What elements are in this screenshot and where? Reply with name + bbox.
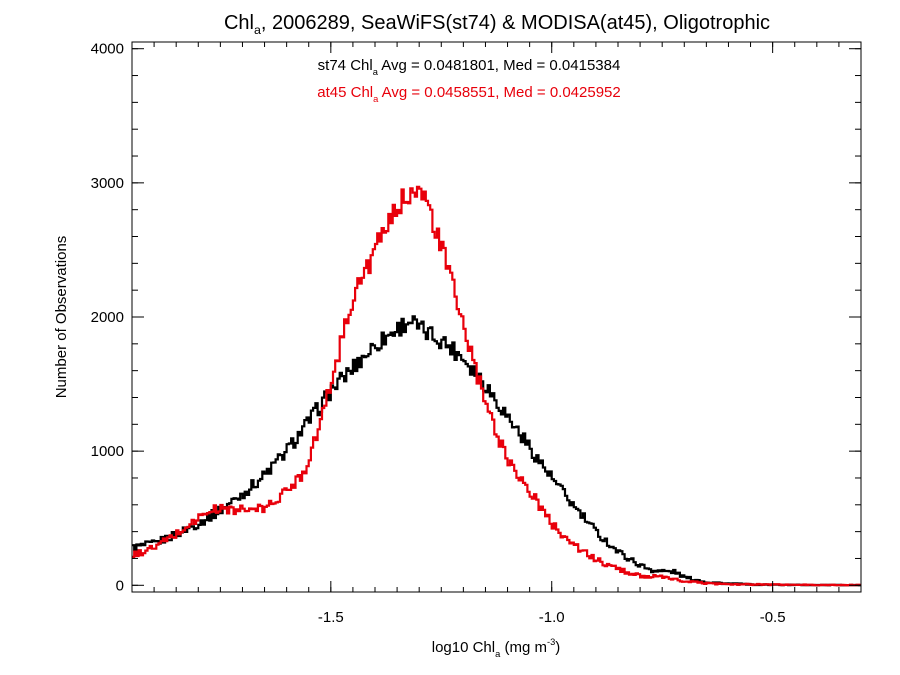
y-tick-label: 2000 (91, 309, 124, 326)
series-layer (132, 185, 861, 587)
x-axis-label: log10 Chla (mg m-3) (432, 637, 561, 659)
st74-stats-annotation: st74 Chla Avg = 0.0481801, Med = 0.04153… (318, 57, 621, 77)
series-0-histogram (132, 315, 861, 587)
annotation-1-part-1: a (373, 94, 379, 104)
chart-title: Chla, 2006289, SeaWiFS(st74) & MODISA(at… (224, 12, 770, 37)
title-part-1: a (254, 23, 261, 37)
ticks-layer: -1.5 -1.0 -0.5 0 1000 2000 3000 4000 (91, 41, 862, 626)
annotation-0-part-0: st74 Chl (318, 57, 373, 74)
series-1-histogram (132, 185, 861, 587)
title-part-2: , 2006289, SeaWiFS(st74) & MODISA(at45),… (261, 12, 770, 34)
x-label-part-3: -3 (547, 637, 555, 647)
y-tick-label: 4000 (91, 41, 124, 58)
annotation-0-part-2: Avg = 0.0481801, Med = 0.0415384 (378, 57, 620, 74)
y-tick-label: 3000 (91, 175, 124, 192)
x-tick-label: -0.5 (760, 609, 786, 626)
x-label-part-4: ) (555, 639, 560, 656)
annotation-0-part-1: a (373, 67, 379, 77)
at45-stats-annotation: at45 Chla Avg = 0.0458551, Med = 0.04259… (317, 84, 620, 104)
x-tick-label: -1.0 (539, 609, 565, 626)
y-tick-label: 0 (116, 577, 124, 594)
title-part-0: Chl (224, 12, 254, 34)
annotation-1-part-2: Avg = 0.0458551, Med = 0.0425952 (378, 84, 620, 101)
x-label-part-1: a (495, 649, 501, 659)
y-axis-label: Number of Observations (53, 236, 70, 399)
plot-frame (131, 41, 862, 593)
x-label-part-0: log10 Chl (432, 639, 495, 656)
annotation-1-part-0: at45 Chl (317, 84, 373, 101)
y-tick-label: 1000 (91, 443, 124, 460)
x-label-part-2: (mg m (500, 639, 547, 656)
x-tick-label: -1.5 (318, 609, 344, 626)
